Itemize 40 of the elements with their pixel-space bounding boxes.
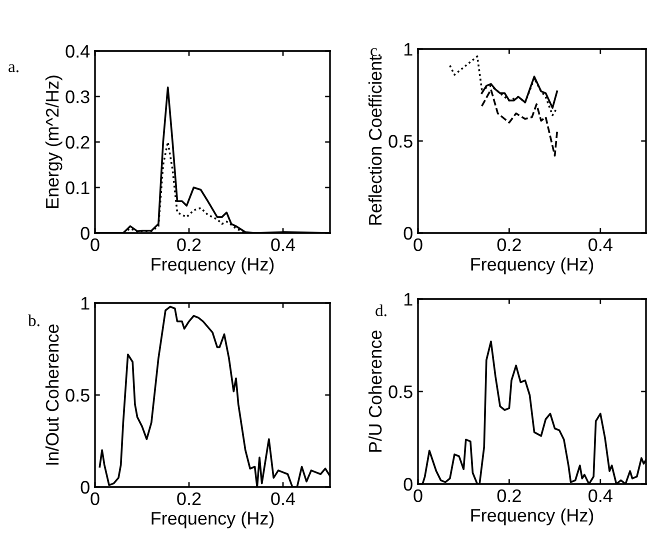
x-tick-label: 0.2 xyxy=(497,489,521,502)
line-series xyxy=(449,55,558,116)
y-tick-label: 1 xyxy=(404,43,412,56)
y-tick-label: 0.4 xyxy=(66,44,90,58)
y-tick-label: 0.5 xyxy=(388,134,412,148)
y-tick-label: 1 xyxy=(81,297,90,310)
text: d. xyxy=(376,304,386,316)
x-tick-label: 0 xyxy=(90,492,100,506)
y-tick-label: 0.1 xyxy=(66,181,90,194)
text: c. xyxy=(370,48,380,56)
x-tick-label: 0.2 xyxy=(177,238,201,252)
x-axis-title: Frequency (Hz) xyxy=(152,257,274,274)
y-axis-title: P/U Coherence xyxy=(368,330,382,452)
x-axis-title: Frequency (Hz) xyxy=(471,257,594,274)
y-tick-label: 0 xyxy=(404,226,412,240)
text: a. xyxy=(8,64,18,72)
y-tick-label: 0.5 xyxy=(66,388,90,402)
y-tick-label: 0 xyxy=(80,226,90,240)
y-tick-label: 0.5 xyxy=(388,385,412,398)
x-axis-title: Frequency (Hz) xyxy=(471,508,594,526)
y-axis-title: Reflection Coefficient xyxy=(368,56,382,225)
y-tick-label: 0 xyxy=(404,478,412,491)
x-tick-label: 0.4 xyxy=(271,492,296,506)
x-tick-label: 0 xyxy=(414,238,422,252)
x-tick-label: 0.2 xyxy=(497,238,521,252)
y-axis-title: Energy (m^2/Hz) xyxy=(45,76,62,208)
x-tick-label: 0 xyxy=(90,238,100,252)
y-axis-title: In/Out Coherence xyxy=(45,324,59,465)
y-tick-label: 0 xyxy=(80,480,90,494)
text: b. xyxy=(28,314,40,326)
y-tick-label: 0.2 xyxy=(66,136,90,149)
y-tick-label: 1 xyxy=(404,293,412,306)
line-series xyxy=(480,88,558,157)
x-axis-title: Frequency (Hz) xyxy=(152,511,274,528)
x-tick-label: 0.4 xyxy=(588,489,612,502)
x-tick-label: 0 xyxy=(414,489,422,502)
x-tick-label: 0.4 xyxy=(271,238,296,252)
x-tick-label: 0.2 xyxy=(177,492,201,506)
y-tick-label: 0.3 xyxy=(66,90,90,104)
x-tick-label: 0.4 xyxy=(588,238,612,252)
